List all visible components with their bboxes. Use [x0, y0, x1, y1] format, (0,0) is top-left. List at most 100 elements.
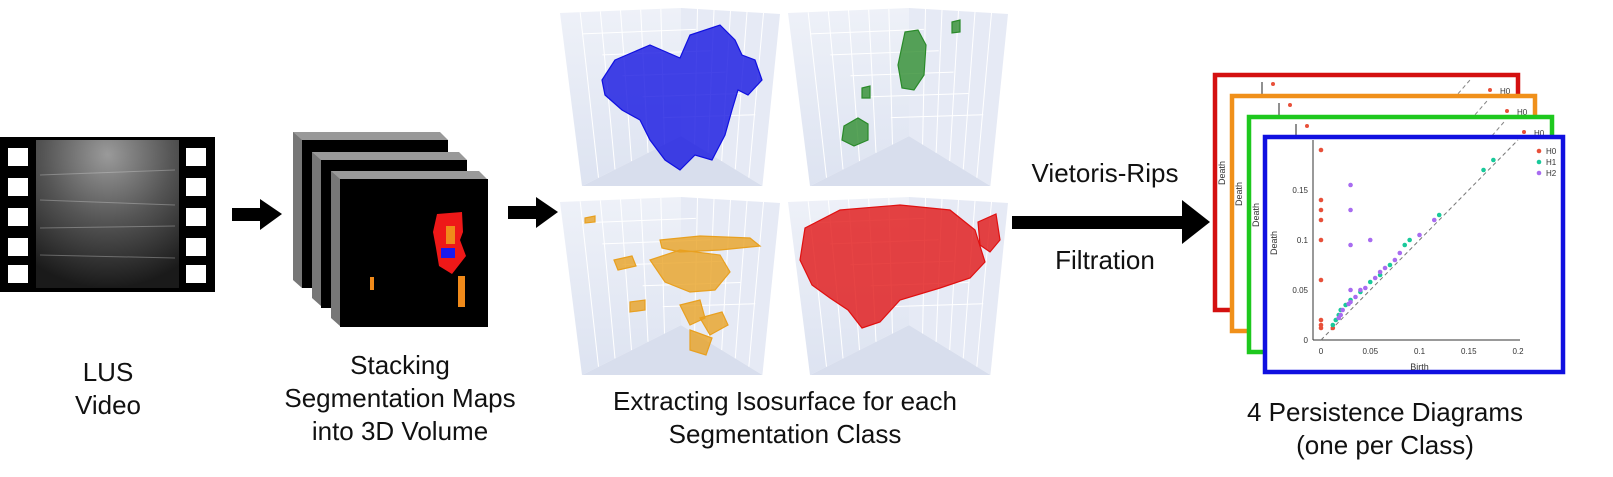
x-tick-label: 0.1	[1414, 347, 1426, 356]
grid-line	[949, 10, 959, 162]
caption-line: LUS	[82, 357, 134, 387]
scatter-point	[1318, 197, 1324, 203]
caption-line: 4 Persistence Diagrams	[1247, 397, 1523, 427]
caption-line: (one per Class)	[1296, 430, 1474, 460]
grid-line	[748, 12, 764, 178]
grid-line	[827, 11, 844, 170]
scatter-point	[1353, 294, 1358, 300]
legend-marker	[1536, 148, 1542, 154]
scatter-point	[1387, 262, 1393, 268]
grid-line	[620, 199, 632, 351]
isosurface-blob	[649, 249, 731, 293]
isosurface-blob	[897, 29, 927, 91]
caption-line: Video	[74, 390, 142, 420]
scatter-point	[1367, 279, 1373, 285]
y-tick-label: 0.05	[1292, 286, 1308, 295]
caption-filtration: Filtration	[1010, 244, 1200, 277]
legend-marker	[1536, 159, 1542, 165]
scatter-point	[1348, 299, 1353, 305]
isosurface-panels	[560, 8, 1008, 375]
caption-persistence: 4 Persistence Diagrams (one per Class)	[1220, 396, 1550, 462]
isosurface-plot	[560, 8, 780, 186]
scatter-point	[1348, 182, 1353, 188]
segmentation-stack	[293, 132, 488, 327]
caption-line: Segmentation Class	[668, 419, 902, 449]
legend-label: H0	[1546, 147, 1557, 156]
isosurface-blob	[689, 329, 713, 356]
grid-line	[579, 201, 599, 367]
x-tick-label: 0	[1319, 347, 1324, 356]
grid-line	[748, 201, 764, 367]
caption-line: Stacking	[350, 350, 450, 380]
caption-isosurface: Extracting Isosurface for each Segmentat…	[575, 385, 995, 451]
scatter-point	[1348, 287, 1353, 293]
box-floor	[810, 325, 991, 375]
isosurface-blob	[584, 215, 596, 224]
scatter-point	[1288, 103, 1292, 107]
scatter-point	[1491, 157, 1496, 163]
x-tick-label: 0.2	[1512, 347, 1524, 356]
grid-line	[807, 12, 827, 178]
box-wall-left	[560, 197, 681, 375]
caption-line: Vietoris-Rips	[1031, 158, 1179, 188]
grid-line	[962, 200, 976, 359]
caption-line: Extracting Isosurface for each	[613, 386, 957, 416]
scatter-point	[1367, 237, 1373, 243]
grid-line	[579, 12, 599, 178]
isosurface-blob	[799, 204, 986, 329]
grid-line	[935, 9, 943, 153]
scatter-point	[1363, 285, 1368, 291]
legend-label: H0	[1534, 129, 1545, 138]
scatter-point	[1392, 257, 1398, 263]
box-floor	[582, 325, 763, 375]
caption-line: Segmentation Maps	[284, 383, 516, 413]
isosurface-blob	[659, 235, 762, 253]
grid-line	[582, 217, 696, 224]
legend-label: H0	[1500, 87, 1511, 96]
scatter-point	[1417, 232, 1422, 238]
y-axis-label: Death	[1234, 182, 1244, 206]
scatter-point	[1318, 325, 1324, 331]
scatter-point	[1305, 124, 1309, 128]
box-floor	[810, 136, 991, 186]
arrow-1	[232, 199, 282, 230]
grid-line	[599, 200, 616, 359]
grid-line	[734, 200, 748, 359]
caption-stacking: Stacking Segmentation Maps into 3D Volum…	[250, 349, 550, 448]
grid-line	[810, 28, 924, 35]
legend-marker	[1488, 88, 1492, 92]
diagonal-line	[1320, 139, 1519, 341]
y-axis-label: Death	[1269, 231, 1279, 255]
y-tick-label: 0.1	[1297, 236, 1309, 245]
y-axis-label: Death	[1217, 161, 1227, 185]
isosurface-blob	[841, 117, 869, 147]
scatter-point	[1402, 242, 1408, 248]
isosurface-blob	[951, 19, 961, 34]
grid-line	[870, 92, 969, 98]
caption-line: into 3D Volume	[311, 416, 489, 446]
legend-marker	[1536, 170, 1542, 176]
scatter-point	[1271, 82, 1275, 86]
arrow-2	[508, 197, 558, 228]
isosurface-blob	[613, 255, 637, 271]
scatter-point	[1340, 307, 1345, 313]
legend-marker	[1505, 109, 1509, 113]
scatter-point	[1407, 237, 1412, 243]
x-axis-label: Birth	[1410, 362, 1429, 372]
grid-line	[890, 114, 984, 119]
scatter-point	[1318, 147, 1324, 153]
legend-label: H2	[1546, 169, 1557, 178]
isosurface-plot	[788, 8, 1008, 186]
isosurface-blob	[601, 24, 763, 171]
scatter-point	[1377, 269, 1383, 275]
scatter-point	[1318, 277, 1324, 283]
y-tick-label: 0	[1304, 336, 1309, 345]
y-tick-label: 0.15	[1292, 186, 1308, 195]
scatter-point	[1358, 287, 1363, 293]
caption-lus-video: LUS Video	[48, 356, 168, 422]
segmentation-map	[370, 212, 466, 307]
isosurface-blob	[699, 311, 729, 336]
persistence-diagrams: H0 Death H0 Death H0 Death 0 0.05 0.1 0.15 0.2 0 0.0…	[1212, 72, 1566, 375]
scatter-point	[1318, 237, 1324, 243]
